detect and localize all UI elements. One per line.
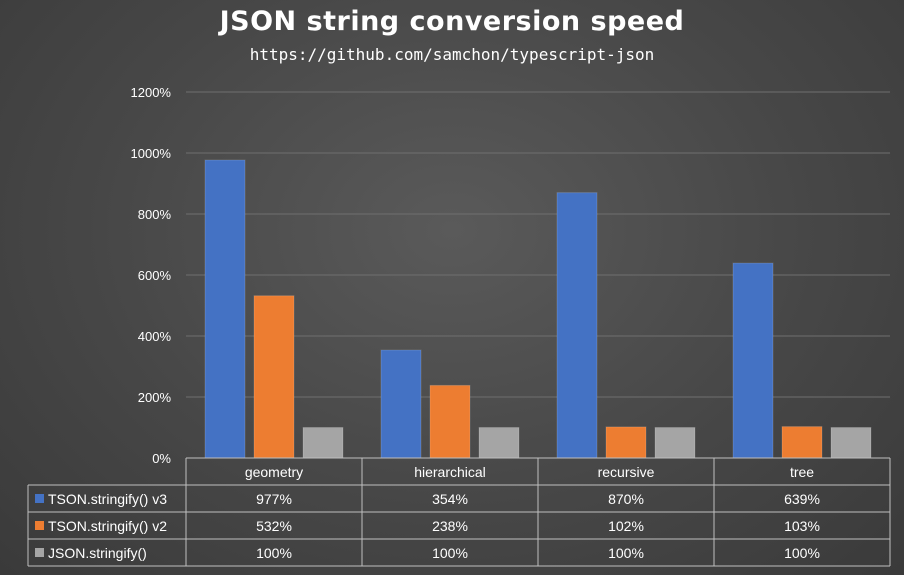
legend-label: TSON.stringify() v2 — [48, 518, 167, 534]
bar-hierarchical-s2 — [478, 427, 520, 459]
y-tick-label: 600% — [138, 268, 172, 283]
bar-tree-s2 — [830, 427, 872, 459]
bar-geometry-s0 — [204, 159, 246, 459]
legend-swatch — [35, 521, 44, 530]
chart-title: JSON string conversion speed — [219, 6, 685, 37]
table-cell-value: 102% — [608, 518, 644, 534]
table-cell-value: 100% — [784, 545, 820, 561]
legend-label: JSON.stringify() — [48, 545, 147, 561]
legend-label: TSON.stringify() v3 — [48, 491, 167, 507]
category-label: recursive — [598, 464, 655, 480]
legend-swatch — [35, 494, 44, 503]
bar-hierarchical-s1 — [429, 384, 471, 459]
bar-tree-s0 — [732, 262, 774, 459]
chart-subtitle: https://github.com/samchon/typescript-js… — [249, 45, 655, 64]
table-cell-value: 103% — [784, 518, 820, 534]
legend-swatch — [35, 548, 44, 557]
bar-geometry-s2 — [302, 427, 344, 459]
bar-recursive-s0 — [556, 192, 598, 459]
table-cell-value: 532% — [256, 518, 292, 534]
table-cell-value: 100% — [432, 545, 468, 561]
y-tick-label: 1200% — [131, 85, 172, 100]
table-cell-value: 354% — [432, 491, 468, 507]
table-cell-value: 238% — [432, 518, 468, 534]
category-label: tree — [790, 464, 814, 480]
data-table: geometry hierarchical recursive tree TSON.st… — [27, 457, 891, 567]
table-cell-value: 100% — [256, 545, 292, 561]
table-cell-value: 977% — [256, 491, 292, 507]
bars — [204, 159, 872, 459]
bar-tree-s1 — [781, 426, 823, 459]
table-cell-value: 100% — [608, 545, 644, 561]
table-cell-value: 639% — [784, 491, 820, 507]
y-tick-label: 400% — [138, 329, 172, 344]
y-tick-label: 1000% — [131, 146, 172, 161]
y-tick-label: 800% — [138, 207, 172, 222]
bar-recursive-s2 — [654, 427, 696, 459]
y-tick-label: 200% — [138, 390, 172, 405]
bar-geometry-s1 — [253, 295, 295, 459]
bar-hierarchical-s0 — [380, 349, 422, 459]
y-axis-ticks: 0% 200% 400% 600% 800% 1000% 1200% — [131, 85, 172, 466]
category-label: hierarchical — [414, 464, 486, 480]
table-cell-value: 870% — [608, 491, 644, 507]
y-tick-label: 0% — [152, 451, 171, 466]
bar-recursive-s1 — [605, 426, 647, 459]
category-label: geometry — [245, 464, 303, 480]
